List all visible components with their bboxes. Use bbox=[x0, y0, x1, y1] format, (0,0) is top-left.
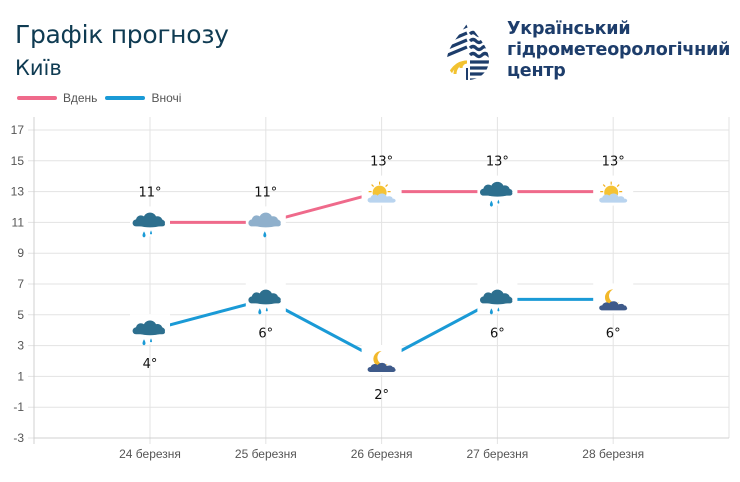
temperature-label: 11° bbox=[254, 185, 277, 200]
logo-line-1: Український bbox=[507, 19, 631, 39]
legend-item-night[interactable]: Вночі bbox=[105, 91, 181, 105]
page-title: Графік прогнозу bbox=[15, 20, 229, 49]
y-tick-label: -3 bbox=[13, 431, 24, 445]
city-name: Київ bbox=[15, 56, 62, 80]
chart-legend: Вдень Вночі bbox=[17, 91, 189, 105]
x-tick-label: 24 березня bbox=[119, 447, 181, 461]
temperature-label: 13° bbox=[486, 155, 509, 170]
legend-swatch-night bbox=[105, 96, 146, 100]
temperature-label: 6° bbox=[258, 326, 273, 341]
y-tick-label: 9 bbox=[17, 246, 24, 260]
y-axis: 17 15 13 11 9 7 5 3 1 -1 -3 bbox=[11, 123, 25, 445]
logo-line-3: центр bbox=[507, 61, 566, 81]
y-tick-label: 1 bbox=[17, 369, 24, 383]
x-tick-label: 25 березня bbox=[235, 447, 297, 461]
y-tick-label: 11 bbox=[12, 215, 25, 229]
y-tick-label: 7 bbox=[17, 277, 24, 291]
temperature-label: 6° bbox=[606, 326, 621, 341]
temperature-label: 6° bbox=[490, 326, 505, 341]
temperature-label: 13° bbox=[370, 155, 393, 170]
y-tick-label: -1 bbox=[13, 400, 24, 414]
y-tick-label: 5 bbox=[17, 308, 24, 322]
y-tick-label: 13 bbox=[11, 185, 25, 199]
temperature-label: 13° bbox=[602, 155, 625, 170]
temperature-label: 11° bbox=[138, 185, 161, 200]
legend-label-night: Вночі bbox=[151, 91, 182, 105]
y-tick-label: 17 bbox=[11, 123, 25, 137]
y-tick-label: 15 bbox=[11, 154, 25, 168]
x-tick-label: 26 березня bbox=[351, 447, 413, 461]
temperature-label: 4° bbox=[143, 357, 158, 372]
legend-label-day: Вдень bbox=[63, 91, 98, 105]
x-tick-label: 28 березня bbox=[582, 447, 644, 461]
ukrhydromet-logo-text: Український гідрометеорологічний центр bbox=[507, 19, 730, 82]
ukrhydromet-logo-icon bbox=[447, 24, 489, 80]
x-tick-label: 27 березня bbox=[466, 447, 528, 461]
legend-item-day[interactable]: Вдень bbox=[17, 91, 97, 105]
legend-swatch-day bbox=[17, 96, 57, 100]
series-points: 11° 11° 13° 13° 13° 4° 6° 2° 6° 6° bbox=[130, 155, 634, 403]
logo-line-2: гідрометеорологічний bbox=[507, 40, 731, 60]
x-axis: 24 березня 25 березня 26 березня 27 березня… bbox=[119, 447, 644, 461]
temperature-label: 2° bbox=[374, 388, 389, 403]
y-tick-label: 3 bbox=[17, 339, 24, 353]
